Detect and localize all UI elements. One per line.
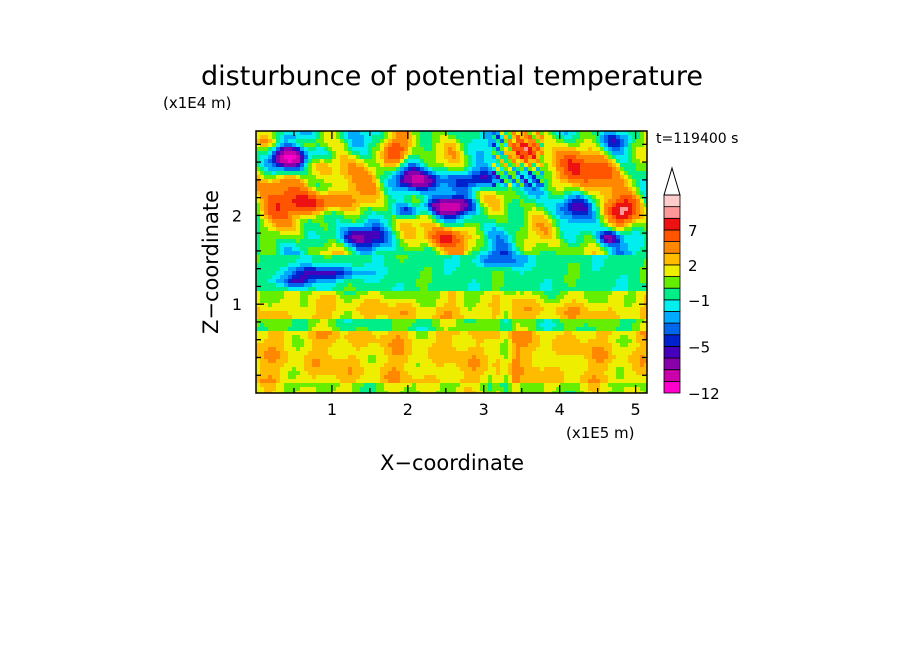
colorbar-box [663,380,681,394]
x-tick-label: 5 [631,400,641,419]
colorbar-box [663,217,681,231]
colorbar-box [663,334,681,347]
x-tick-label: 4 [555,400,565,419]
colorbar-box [663,229,681,242]
colorbar-box [663,322,681,336]
plot-axes: 1 2 3 4 5 1 2 [232,130,648,419]
colorbar-box [663,252,681,266]
colorbar-label: 2 [688,257,698,275]
colorbar-box [663,311,681,324]
colorbar-box [663,287,681,301]
colorbar-label: −12 [688,385,720,403]
colorbar-box [663,241,681,254]
colorbar-box [663,194,681,208]
y-unit-label: (x1E4 m) [163,94,232,112]
x-tick-label: 2 [403,400,413,419]
time-label: t=119400 s [656,131,738,147]
colorbar-box [663,264,681,277]
colorbar-box [663,299,681,312]
colorbar-extend-arrow [663,166,681,196]
y-tick-label: 1 [232,295,242,314]
x-tick-label: 3 [479,400,489,419]
y-tick-label: 2 [232,206,242,225]
colorbar-label: 7 [688,222,698,240]
colorbar: −12−5−127 [663,166,720,403]
x-tick-label: 1 [327,400,337,419]
colorbar-label: −1 [688,292,710,310]
x-axis-label: X−coordinate [380,451,524,475]
colorbar-box [663,346,681,359]
chart-title: disturbunce of potential temperature [201,61,703,92]
x-unit-label: (x1E5 m) [566,424,635,442]
y-axis-label: Z−coordinate [199,190,223,334]
contour-field [256,131,648,394]
colorbar-box [663,276,681,289]
colorbar-box [663,369,681,382]
colorbar-box [663,357,681,371]
colorbar-box [663,206,681,219]
colorbar-label: −5 [688,338,710,356]
plot-frame [255,130,648,394]
